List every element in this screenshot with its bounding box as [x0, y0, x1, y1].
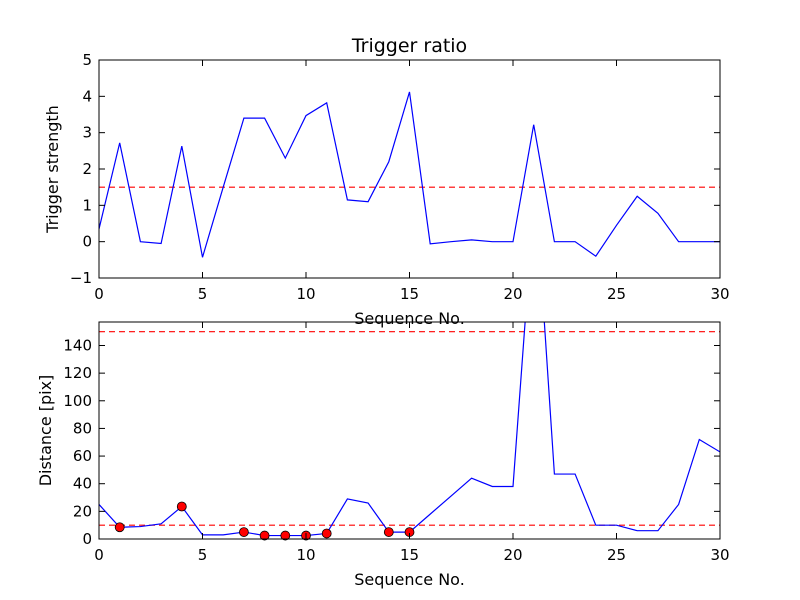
data-point-marker	[238, 527, 249, 537]
y-tick-label: −1	[70, 269, 92, 287]
y-tick-label: 80	[73, 419, 92, 437]
y-axis-label: Distance [pix]	[36, 375, 55, 487]
data-point-marker	[176, 501, 187, 512]
x-tick-label: 15	[400, 285, 419, 303]
y-tick-label: 120	[63, 364, 92, 382]
data-point-marker	[383, 527, 394, 537]
x-tick-label: 10	[296, 285, 315, 303]
y-tick-label: 60	[73, 447, 92, 465]
y-tick-label: 2	[82, 160, 92, 178]
y-tick-label: 40	[73, 475, 92, 493]
data-point-marker	[321, 528, 332, 539]
x-tick-label: 30	[710, 546, 729, 564]
y-tick-label: 5	[82, 51, 92, 69]
y-tick-label: 0	[82, 233, 92, 251]
x-axis-label: Sequence No.	[354, 570, 465, 589]
x-tick-label: 0	[94, 546, 104, 564]
data-point-marker	[280, 530, 291, 541]
x-tick-label: 30	[710, 285, 729, 303]
x-tick-label: 15	[400, 546, 419, 564]
chart-title: Trigger ratio	[351, 35, 467, 57]
y-tick-label: 0	[82, 530, 92, 548]
y-tick-label: 20	[73, 502, 92, 520]
y-axis-label: Trigger strength	[43, 105, 62, 234]
x-tick-label: 0	[94, 285, 104, 303]
series-line	[99, 322, 720, 537]
x-tick-label: 20	[503, 546, 522, 564]
x-axis-label: Sequence No.	[354, 309, 465, 328]
data-point-marker	[114, 522, 125, 533]
data-point-marker	[259, 530, 270, 541]
y-tick-label: 4	[82, 87, 92, 105]
x-tick-label: 5	[198, 546, 208, 564]
y-tick-label: 3	[82, 124, 92, 142]
x-tick-label: 25	[607, 546, 626, 564]
y-tick-label: 140	[63, 336, 92, 354]
x-tick-label: 5	[198, 285, 208, 303]
y-tick-label: 1	[82, 196, 92, 214]
series-line	[99, 91, 720, 258]
distance-panel: 0 5 10 15 20 25 30 0 20 40 60 80 100 120 140 Sequence N…	[36, 321, 730, 589]
y-tick-label: 100	[63, 392, 92, 410]
x-tick-label: 10	[296, 546, 315, 564]
axes-frame	[98, 321, 721, 540]
x-tick-label: 20	[503, 285, 522, 303]
x-tick-label: 25	[607, 285, 626, 303]
